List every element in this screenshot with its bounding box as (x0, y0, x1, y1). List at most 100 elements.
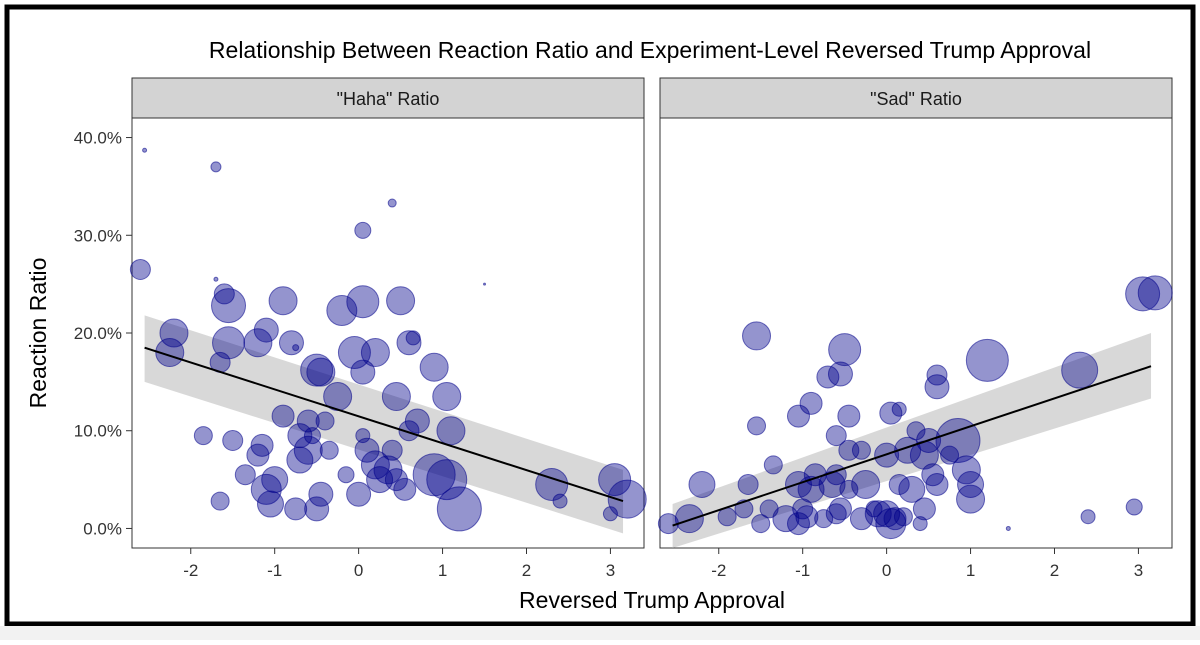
data-point (912, 516, 928, 532)
data-point (278, 330, 304, 356)
data-point (287, 423, 313, 449)
data-point (211, 288, 247, 324)
data-point (386, 286, 416, 316)
data-point (432, 382, 462, 412)
bottom-strip (0, 626, 1200, 640)
data-point (825, 425, 847, 447)
data-point (951, 455, 981, 485)
data-point (404, 408, 430, 434)
data-point (737, 473, 759, 495)
data-point (142, 147, 148, 153)
data-point (436, 416, 466, 446)
x-tick-label: -1 (267, 561, 282, 580)
data-point (426, 459, 468, 501)
data-point (234, 464, 256, 486)
data-point (350, 359, 376, 385)
data-point (398, 420, 420, 442)
data-point (747, 416, 767, 436)
data-point (268, 286, 298, 316)
data-point (894, 436, 922, 464)
data-point (213, 276, 219, 282)
y-tick-label: 30.0% (74, 226, 122, 245)
x-tick-label: 2 (1050, 561, 1059, 580)
data-point (912, 497, 936, 521)
data-point (925, 472, 949, 496)
data-point (155, 338, 185, 368)
data-point (674, 504, 704, 534)
data-point (1137, 275, 1173, 311)
data-point (384, 468, 408, 492)
data-point (893, 507, 913, 527)
data-point (292, 344, 300, 352)
data-point (296, 409, 320, 433)
fit-line (144, 346, 624, 503)
data-point (271, 404, 295, 428)
data-point (879, 401, 903, 425)
y-tick-label: 20.0% (74, 324, 122, 343)
x-tick-label: 1 (966, 561, 975, 580)
y-tick-label: 10.0% (74, 422, 122, 441)
data-point (1125, 498, 1143, 516)
data-point (315, 411, 335, 431)
data-point (419, 352, 449, 382)
x-tick-label: 3 (1134, 561, 1143, 580)
data-point (436, 486, 482, 532)
data-point (827, 361, 853, 387)
data-point (1080, 509, 1096, 525)
x-tick-label: 0 (882, 561, 891, 580)
data-point (346, 285, 380, 319)
data-point (825, 503, 847, 525)
data-point (688, 470, 716, 498)
data-point (851, 440, 871, 460)
data-point (286, 446, 314, 474)
panels: "Haha" Ratio-2 -1 0 1 2 30.0%10.0%20.0%30.0%4… (74, 77, 1173, 580)
facet-strip-label: "Haha" Ratio (337, 89, 440, 109)
data-point (396, 330, 422, 356)
data-point (607, 479, 647, 519)
data-point (159, 318, 189, 348)
confidence-band (672, 333, 1152, 548)
data-point (393, 477, 417, 501)
outer-border (4, 4, 1196, 627)
facet-strip-label: "Sad" Ratio (870, 89, 962, 109)
data-point (354, 221, 372, 239)
x-tick-label: -1 (795, 561, 810, 580)
data-point (1125, 276, 1161, 312)
data-point (864, 500, 892, 528)
data-point (210, 161, 222, 173)
data-point (250, 473, 282, 505)
x-tick-label: 0 (354, 561, 363, 580)
facet-strip (659, 77, 1173, 119)
data-point (957, 470, 985, 498)
fit-line (672, 365, 1152, 527)
data-point (965, 338, 1009, 382)
data-point (246, 443, 270, 467)
panel-2: "Sad" Ratio -2 -1 0 1 2 3 (657, 77, 1173, 580)
data-point (308, 481, 334, 507)
data-point (129, 258, 151, 280)
data-point (898, 475, 926, 503)
data-point (865, 500, 883, 518)
data-point (366, 466, 394, 494)
data-point (303, 427, 321, 445)
data-point (210, 491, 230, 511)
data-point (935, 418, 981, 463)
data-point (304, 496, 330, 522)
data-point (306, 357, 336, 387)
data-point (360, 450, 390, 480)
y-axis-label: Reaction Ratio (25, 258, 51, 409)
x-tick-label: -2 (183, 561, 198, 580)
data-point (891, 401, 907, 417)
data-point (222, 430, 244, 451)
x-tick-label: 2 (522, 561, 531, 580)
panel-1: "Haha" Ratio-2 -1 0 1 2 30.0%10.0%20.0%30.0%4… (74, 77, 647, 580)
data-point (319, 440, 339, 460)
data-point (354, 437, 380, 463)
data-point (1061, 351, 1099, 389)
data-point (786, 404, 810, 428)
data-point (355, 428, 371, 444)
data-point (326, 295, 358, 327)
data-point (243, 328, 273, 358)
